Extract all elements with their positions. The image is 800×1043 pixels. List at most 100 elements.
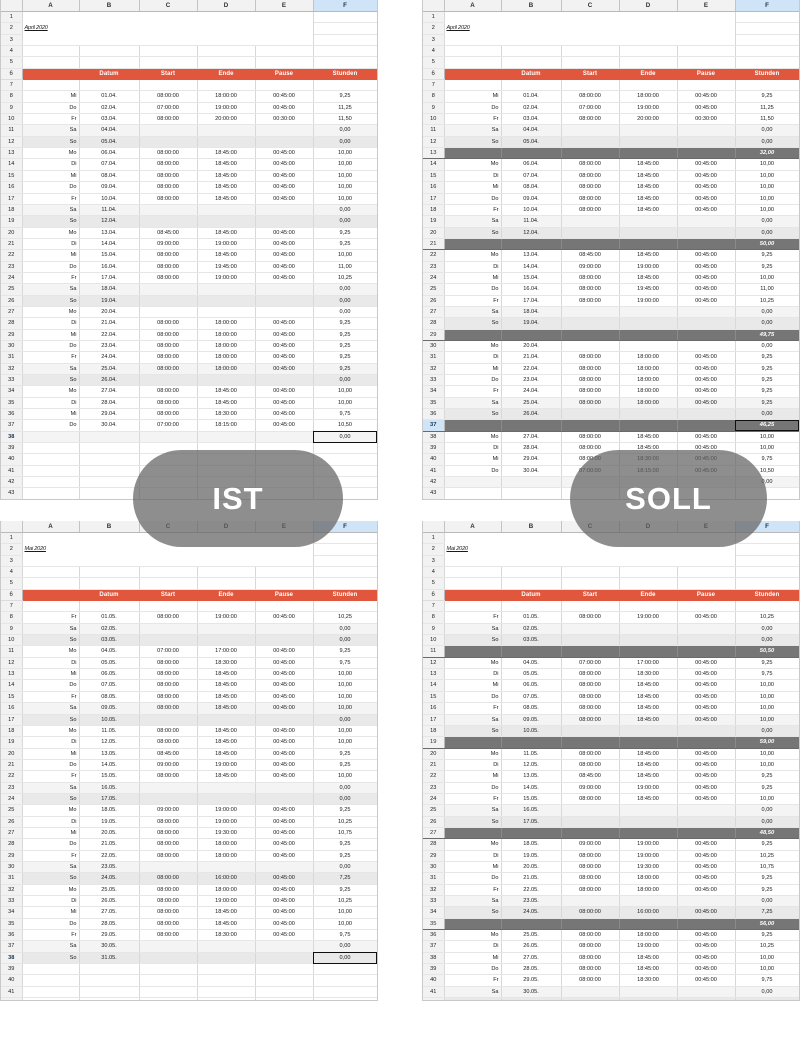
cell-ende[interactable]: 18:00:00 — [619, 872, 678, 885]
row-header[interactable]: 29 — [1, 329, 23, 341]
empty-cell[interactable] — [313, 986, 377, 999]
row-header[interactable]: 37 — [1, 940, 23, 953]
cell-stunden[interactable]: 10,00 — [313, 906, 377, 919]
cell-weekday[interactable]: Mo — [22, 804, 80, 817]
empty-cell[interactable] — [79, 600, 140, 613]
cell-stunden[interactable]: 9,25 — [313, 90, 377, 103]
empty-cell[interactable] — [22, 974, 80, 987]
row-header[interactable]: 35 — [1, 397, 23, 410]
cell-ende[interactable]: 18:45:00 — [619, 793, 678, 806]
cell-start[interactable]: 08:00:00 — [561, 181, 620, 194]
cell-datum[interactable]: 29.05. — [501, 974, 562, 987]
summary-cell-a[interactable] — [444, 736, 502, 749]
cell-pause[interactable] — [677, 340, 736, 353]
row-header[interactable]: 7 — [423, 79, 445, 92]
cell-pause[interactable]: 00:45:00 — [255, 385, 314, 398]
cell-pause[interactable] — [255, 952, 314, 965]
row-header[interactable]: 12 — [423, 657, 445, 670]
cell-stunden[interactable]: 0,00 — [735, 804, 799, 817]
row-header[interactable]: 16 — [423, 181, 445, 194]
cell-weekday[interactable]: So — [22, 872, 80, 885]
empty-cell[interactable] — [501, 577, 562, 590]
cell-weekday[interactable]: Mo — [444, 748, 502, 760]
cell-start[interactable]: 09:00:00 — [561, 838, 620, 851]
row-header[interactable]: 6 — [1, 68, 23, 81]
cell-pause[interactable]: 00:45:00 — [677, 204, 736, 217]
empty-cell[interactable] — [444, 79, 502, 92]
cell-start[interactable]: 08:00:00 — [561, 272, 620, 285]
cell-start[interactable]: 08:00:00 — [139, 929, 198, 942]
cell-ende[interactable]: 18:45:00 — [197, 147, 256, 160]
summary-cell-e[interactable] — [677, 329, 736, 341]
row-header[interactable]: 12 — [423, 136, 445, 149]
cell-weekday[interactable]: Sa — [22, 283, 80, 296]
cell-stunden[interactable]: 10,00 — [735, 691, 799, 704]
cell-ende[interactable]: 17:00:00 — [197, 645, 256, 658]
row-header[interactable]: 11 — [423, 645, 445, 658]
cell-pause[interactable]: 00:45:00 — [677, 374, 736, 387]
cell-start[interactable]: 08:00:00 — [561, 793, 620, 806]
cell-datum[interactable]: 21.05. — [501, 872, 562, 885]
cell-datum[interactable]: 27.04. — [79, 385, 140, 398]
summary-cell-b[interactable] — [501, 918, 562, 931]
cell-start[interactable]: 08:00:00 — [139, 385, 198, 398]
summary-cell-a[interactable] — [444, 329, 502, 341]
cell-ende[interactable] — [619, 136, 678, 149]
cell-stunden[interactable]: 9,25 — [313, 804, 377, 817]
cell-pause[interactable]: 00:45:00 — [255, 918, 314, 931]
cell-ende[interactable]: 19:00:00 — [197, 272, 256, 285]
empty-cell[interactable] — [501, 45, 562, 58]
cell-pause[interactable]: 00:45:00 — [677, 974, 736, 987]
cell-stunden[interactable]: 0,00 — [735, 986, 799, 999]
cell-ende[interactable] — [197, 283, 256, 296]
spreadsheet-grid[interactable]: ABCDEF1Mai 202023456DatumStartEndePauseS… — [1, 521, 377, 1000]
cell-start[interactable] — [561, 895, 620, 908]
cell-pause[interactable] — [677, 634, 736, 647]
grid-corner[interactable] — [423, 521, 445, 533]
column-header-d[interactable]: D — [197, 0, 256, 12]
empty-cell[interactable] — [313, 56, 377, 69]
row-header[interactable]: 41 — [1, 986, 23, 999]
cell-weekday[interactable]: Di — [22, 895, 80, 908]
cell-weekday[interactable]: Mo — [444, 657, 502, 670]
row-header[interactable]: 39 — [1, 442, 23, 455]
cell-stunden[interactable]: 9,25 — [735, 884, 799, 897]
row-header[interactable]: 2 — [1, 22, 23, 35]
row-header[interactable]: 20 — [1, 227, 23, 239]
cell-weekday[interactable]: So — [22, 634, 80, 647]
cell-ende[interactable] — [197, 952, 256, 965]
cell-stunden[interactable]: 10,25 — [313, 816, 377, 828]
cell-ende[interactable] — [619, 227, 678, 239]
row-header[interactable]: 21 — [1, 759, 23, 772]
cell-stunden[interactable]: 0,00 — [735, 124, 799, 137]
summary-cell-a[interactable] — [444, 827, 502, 840]
cell-pause[interactable] — [677, 317, 736, 330]
cell-datum[interactable]: 09.04. — [79, 181, 140, 194]
cell-start[interactable]: 07:00:00 — [561, 102, 620, 115]
cell-stunden[interactable]: 10,00 — [735, 793, 799, 806]
row-header[interactable]: 3 — [423, 34, 445, 47]
cell-f[interactable] — [313, 555, 377, 568]
cell-pause[interactable]: 00:45:00 — [255, 397, 314, 410]
cell-start[interactable] — [139, 215, 198, 228]
row-header[interactable]: 5 — [1, 577, 23, 590]
cell-stunden[interactable]: 10,00 — [313, 170, 377, 183]
cell-datum[interactable]: 25.05. — [79, 884, 140, 897]
cell-ende[interactable]: 19:00:00 — [197, 611, 256, 624]
cell-pause[interactable]: 00:45:00 — [255, 770, 314, 783]
cell-datum[interactable]: 21.05. — [79, 838, 140, 851]
empty-cell[interactable] — [139, 963, 198, 976]
empty-cell[interactable] — [139, 566, 198, 579]
cell-stunden[interactable]: 9,25 — [313, 645, 377, 658]
cell-datum[interactable]: 22.05. — [501, 884, 562, 897]
row-header[interactable]: 30 — [1, 861, 23, 874]
row-header[interactable]: 19 — [1, 736, 23, 749]
cell-pause[interactable]: 00:45:00 — [677, 850, 736, 862]
row-header[interactable]: 36 — [1, 408, 23, 421]
summary-total-hours[interactable]: 56,00 — [735, 918, 799, 931]
row-header[interactable]: 29 — [423, 850, 445, 862]
cell-datum[interactable]: 29.04. — [79, 408, 140, 421]
row-header[interactable]: 32 — [1, 363, 23, 376]
cell-ende[interactable] — [619, 634, 678, 647]
cell-datum[interactable]: 15.05. — [501, 793, 562, 806]
